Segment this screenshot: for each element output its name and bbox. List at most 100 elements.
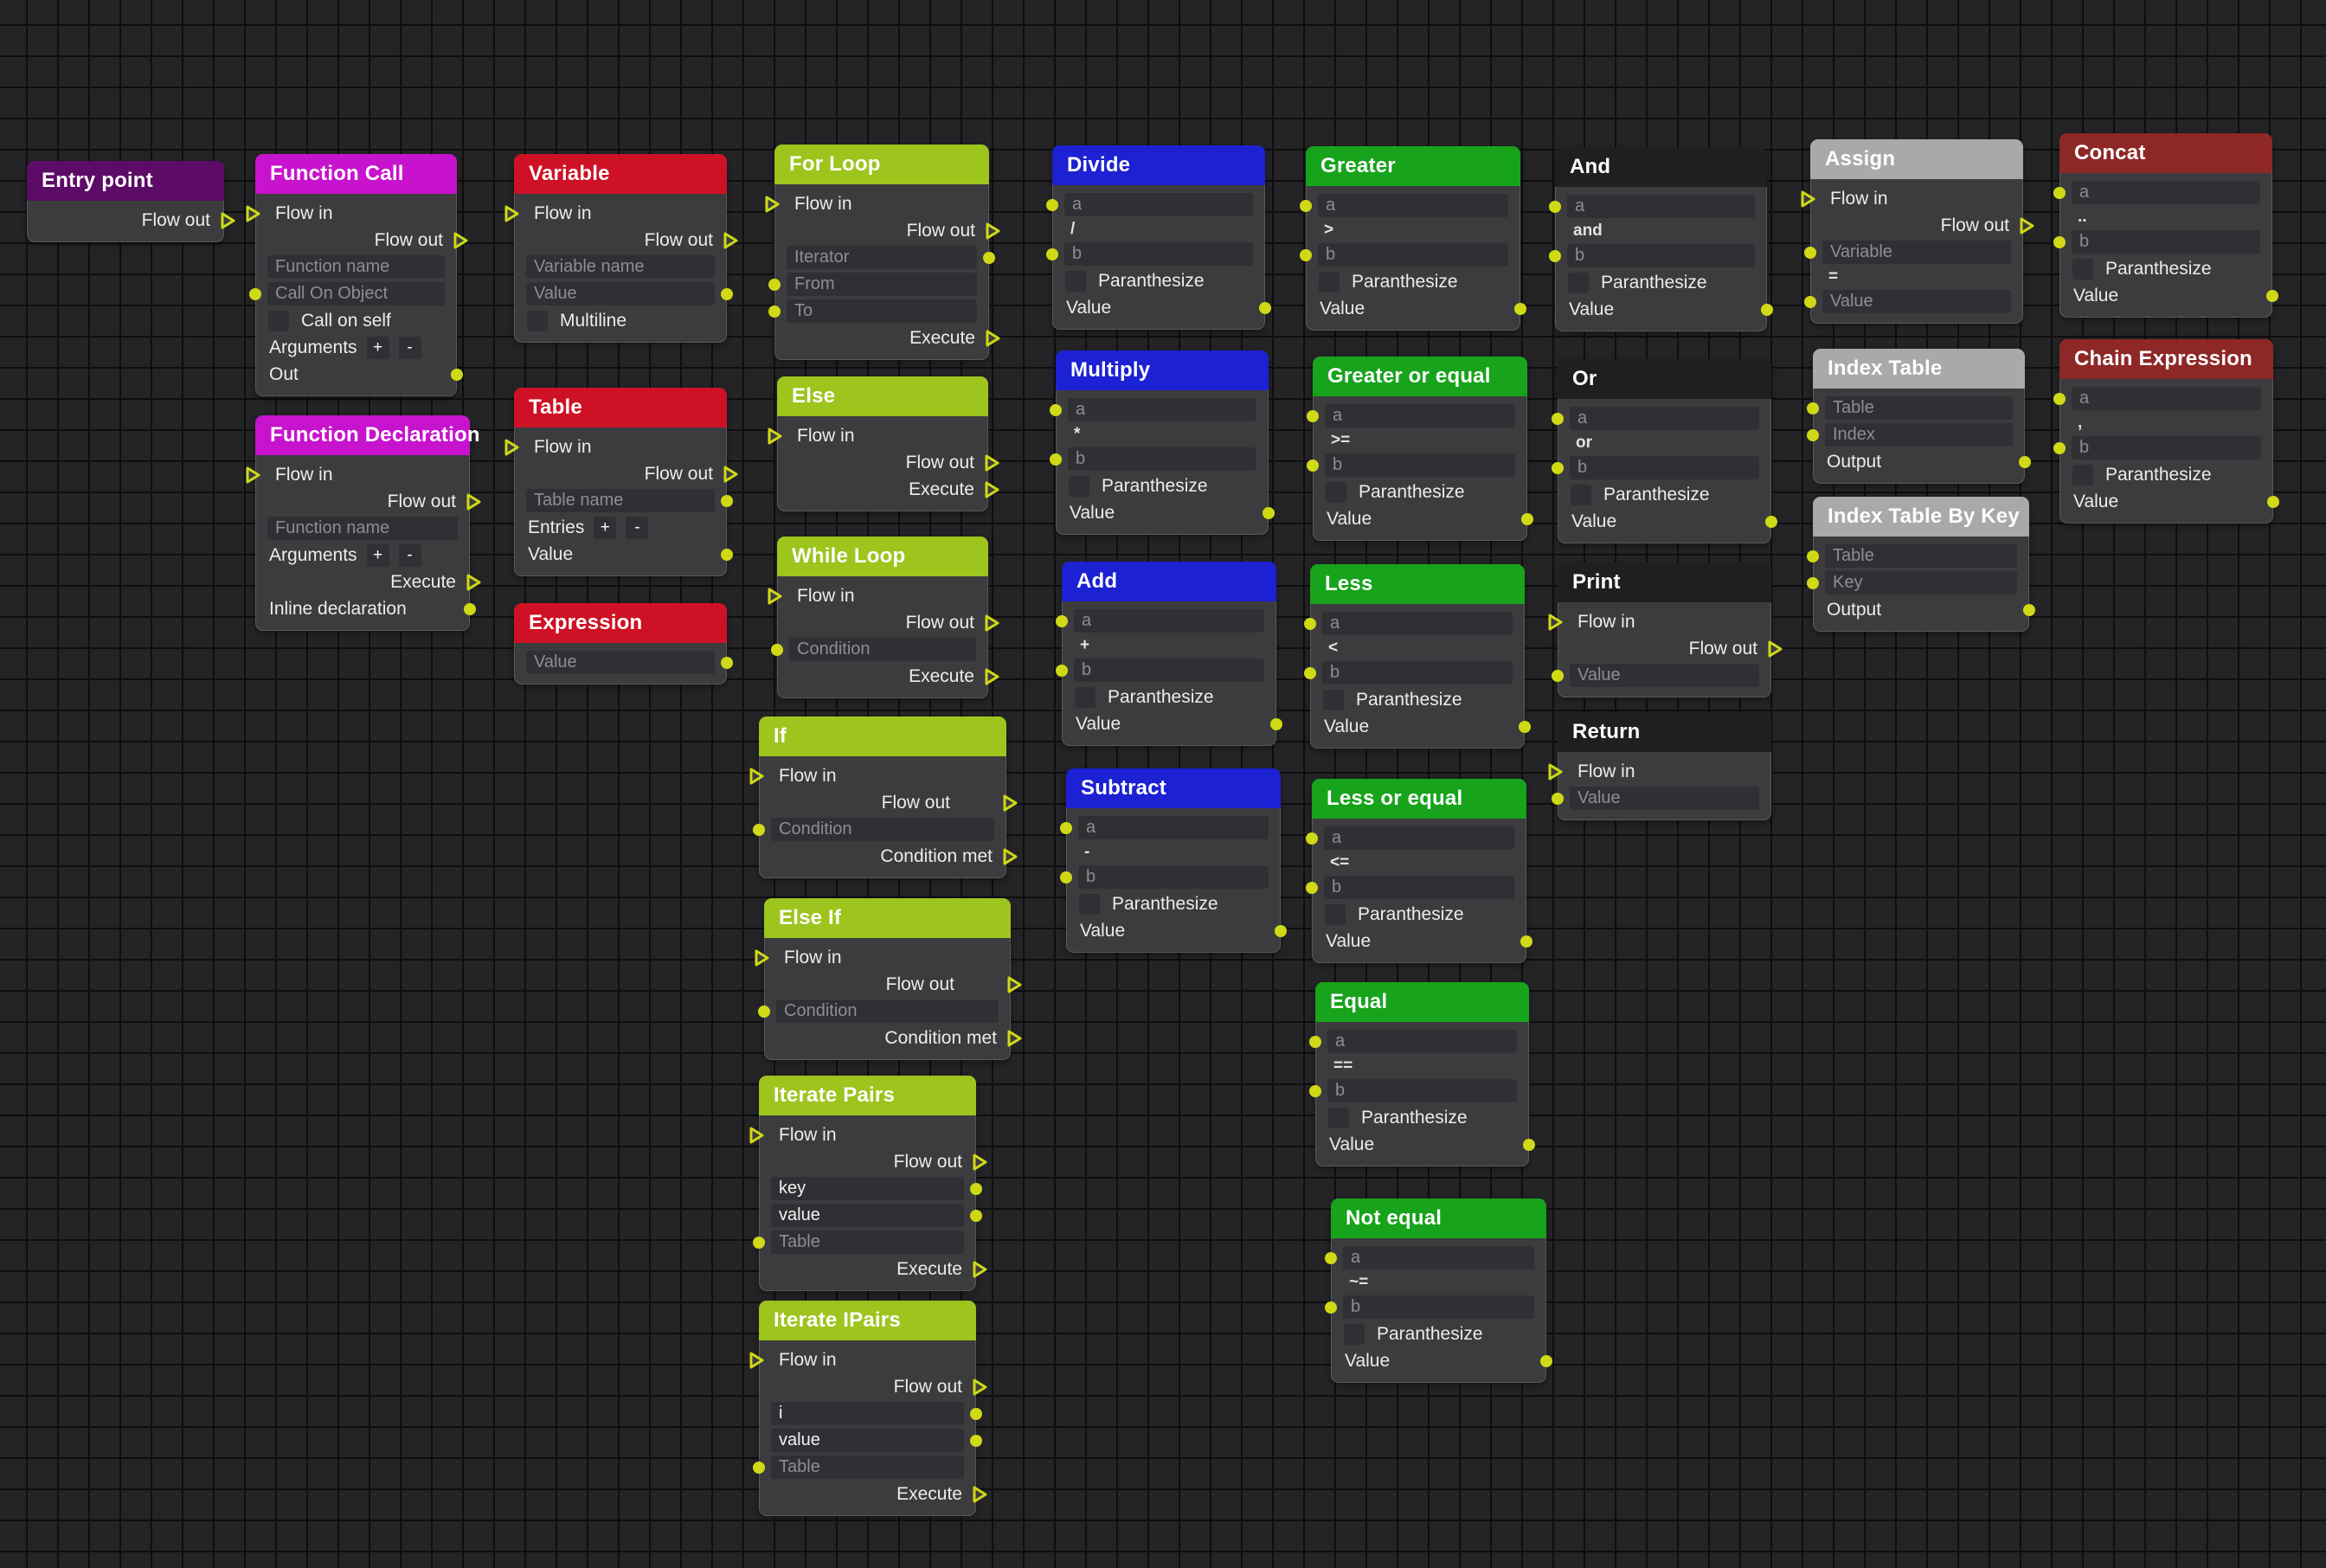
value-pin[interactable] <box>721 548 733 561</box>
node-header[interactable]: Less or equal <box>1312 779 1526 819</box>
node-or[interactable]: Or a or b Paranthesize Value <box>1552 359 1777 543</box>
paranthesize-checkbox[interactable] <box>1344 1323 1365 1345</box>
output-pin[interactable] <box>2019 455 2031 468</box>
from-pin[interactable] <box>768 278 781 291</box>
paranthesize-checkbox[interactable] <box>1069 475 1089 497</box>
value-pin[interactable] <box>970 1434 982 1447</box>
paranthesize-checkbox[interactable] <box>1079 893 1100 915</box>
condition-input[interactable]: Condition <box>789 638 976 661</box>
node-header[interactable]: Table <box>514 388 727 427</box>
value-pin[interactable] <box>1765 515 1777 528</box>
value-pin[interactable] <box>721 656 733 669</box>
function-name-input[interactable]: Function name <box>267 517 458 540</box>
a-pin[interactable] <box>2053 186 2066 199</box>
node-header[interactable]: While Loop <box>777 537 988 576</box>
plus-button[interactable]: + <box>366 543 389 567</box>
b-pin[interactable] <box>1050 453 1062 466</box>
node-header[interactable]: Variable <box>514 154 727 194</box>
node-greater[interactable]: Greater a > b Paranthesize Value <box>1300 146 1526 331</box>
a-pin[interactable] <box>1309 1035 1321 1048</box>
minus-button[interactable]: - <box>398 543 421 567</box>
call-on-self-checkbox[interactable] <box>268 310 289 331</box>
value-pin[interactable] <box>1521 512 1533 525</box>
paranthesize-checkbox[interactable] <box>1328 1107 1349 1128</box>
a-input[interactable]: a <box>1318 194 1508 217</box>
a-input[interactable]: a <box>1078 816 1269 839</box>
b-pin[interactable] <box>1306 881 1318 894</box>
value-input[interactable]: Value <box>1822 290 2011 313</box>
node-header[interactable]: If <box>759 717 1006 756</box>
b-pin[interactable] <box>1056 664 1068 677</box>
minus-button[interactable]: - <box>398 336 421 359</box>
condition-input[interactable]: Condition <box>776 999 999 1023</box>
value-pin[interactable] <box>1514 302 1526 315</box>
node-header[interactable]: Or <box>1558 359 1771 399</box>
flow-out-pin[interactable] <box>985 222 1001 240</box>
node-less[interactable]: Less a < b Paranthesize Value <box>1304 564 1531 749</box>
node-variable[interactable]: Variable Flow in Flow out Variable name Valu… <box>504 154 738 343</box>
value-pin[interactable] <box>970 1209 982 1222</box>
node-header[interactable]: Function Declaration <box>255 415 479 455</box>
flow-in-pin[interactable] <box>767 588 783 605</box>
node-entry-point[interactable]: Entry point Flow out <box>27 161 235 242</box>
a-input[interactable]: a <box>2072 387 2261 410</box>
node-concat[interactable]: Concat a.. b Paranthesize Value <box>2053 133 2278 318</box>
a-input[interactable]: a <box>1324 826 1514 850</box>
flow-in-pin[interactable] <box>245 466 261 484</box>
flow-in-pin[interactable] <box>504 439 520 456</box>
variable-input[interactable]: Variable <box>1822 241 2011 264</box>
flow-out-pin[interactable] <box>723 232 739 249</box>
flow-in-pin[interactable] <box>749 1352 765 1369</box>
execute-pin[interactable] <box>985 330 1001 347</box>
a-input[interactable]: a <box>1074 609 1264 633</box>
b-input[interactable]: b <box>1322 661 1513 684</box>
flow-out-pin[interactable] <box>723 466 739 483</box>
plus-button[interactable]: + <box>594 516 617 539</box>
table-pin[interactable] <box>753 1461 765 1474</box>
node-header[interactable]: Index Table By Key <box>1813 497 2029 537</box>
value-pin[interactable] <box>2267 495 2279 508</box>
execute-pin[interactable] <box>984 481 1000 498</box>
b-pin[interactable] <box>1549 249 1561 262</box>
node-else[interactable]: Else Flow in Flow out Execute <box>768 376 999 511</box>
variable-name-input[interactable]: Variable name <box>526 255 715 279</box>
a-input[interactable]: a <box>1327 1030 1517 1053</box>
b-input[interactable]: b <box>1325 453 1515 477</box>
flow-out-pin[interactable] <box>466 493 482 511</box>
value-pin[interactable] <box>1540 1354 1552 1367</box>
b-pin[interactable] <box>1060 871 1072 884</box>
a-pin[interactable] <box>1050 403 1062 416</box>
value-input[interactable]: Value <box>1570 787 1759 810</box>
value-pin[interactable] <box>1552 792 1564 805</box>
flow-in-pin[interactable] <box>245 205 261 222</box>
node-for-loop[interactable]: For Loop Flow in Flow out Iterator From To Exe… <box>765 145 1000 360</box>
node-less-or-equal[interactable]: Less or equal a <= b Paranthesize Value <box>1306 779 1532 963</box>
minus-button[interactable]: - <box>626 516 649 539</box>
value-input[interactable]: Value <box>526 651 715 674</box>
flow-out-pin[interactable] <box>1002 794 1018 812</box>
table-input[interactable]: Table <box>1825 396 2013 420</box>
flow-in-pin[interactable] <box>504 205 520 222</box>
b-input[interactable]: b <box>2072 230 2260 254</box>
paranthesize-checkbox[interactable] <box>1323 689 1344 710</box>
value-pin[interactable] <box>1523 1138 1535 1151</box>
plus-button[interactable]: + <box>366 336 389 359</box>
node-assign[interactable]: Assign Flow in Flow out Variable = Value <box>1801 139 2034 324</box>
b-input[interactable]: b <box>1064 242 1253 266</box>
b-input[interactable]: b <box>1567 244 1755 267</box>
key-input[interactable]: Key <box>1825 571 2017 594</box>
node-expression[interactable]: Expression Value <box>514 603 733 684</box>
call-on-object-pin[interactable] <box>249 287 261 300</box>
node-multiply[interactable]: Multiply a * b Paranthesize Value <box>1050 350 1275 535</box>
node-subtract[interactable]: Subtract a - b Paranthesize Value <box>1060 768 1287 953</box>
node-header[interactable]: Else <box>777 376 988 416</box>
node-header[interactable]: Greater <box>1306 146 1520 186</box>
node-function-call[interactable]: Function Call Flow in Flow out Function nam… <box>246 154 468 396</box>
paranthesize-checkbox[interactable] <box>1075 686 1096 708</box>
value-pin[interactable] <box>1270 717 1282 730</box>
a-input[interactable]: a <box>1325 404 1515 427</box>
table-input[interactable]: Table <box>771 1456 964 1479</box>
table-input[interactable]: Table <box>1825 544 2017 568</box>
node-header[interactable]: Else If <box>764 898 1011 938</box>
flow-in-pin[interactable] <box>1547 763 1564 781</box>
